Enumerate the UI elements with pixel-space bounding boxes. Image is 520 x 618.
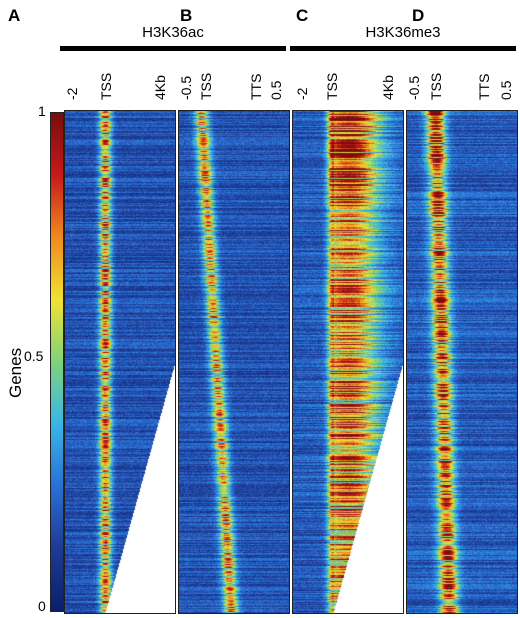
colorbar [50,112,64,612]
tick-b-tts: TTS [248,73,264,100]
colorbar-tick-max: 1 [38,103,46,119]
group-label-h3k36me3: H3K36me3 [365,24,441,41]
tick-a-tss: TSS [98,72,114,100]
tick-d-end: 0.5 [498,80,514,100]
panel-letter-d: D [412,6,425,25]
heatmap-panel-b [178,110,290,614]
tick-b-start: -0.5 [178,75,194,100]
y-axis-label: Genes [6,347,25,398]
tick-c-end: 4Kb [380,75,396,100]
panel-letter-b: B [180,6,193,25]
colorbar-tick-min: 0 [38,598,46,614]
panel-letter-a: A [8,6,21,25]
tick-d-tts: TTS [476,73,492,100]
heatmap-panel-a [64,110,176,614]
group-bar-h3k36ac [60,46,286,51]
panel-letter-c: C [296,6,309,25]
heatmap-panel-c [292,110,404,614]
tick-c-start: -2 [294,87,310,100]
group-label-h3k36ac: H3K36ac [142,24,204,41]
colorbar-tick-mid: 0.5 [24,348,44,364]
group-bar-h3k36me3 [290,46,516,51]
tick-d-start: -0.5 [406,75,422,100]
heatmap-panel-d [406,110,518,614]
tick-d-tss: TSS [428,72,444,100]
tick-a-start: -2 [64,87,80,100]
tick-b-tss: TSS [198,72,214,100]
tick-a-end: 4Kb [152,75,168,100]
tick-c-tss: TSS [324,72,340,100]
tick-b-end: 0.5 [268,80,284,100]
